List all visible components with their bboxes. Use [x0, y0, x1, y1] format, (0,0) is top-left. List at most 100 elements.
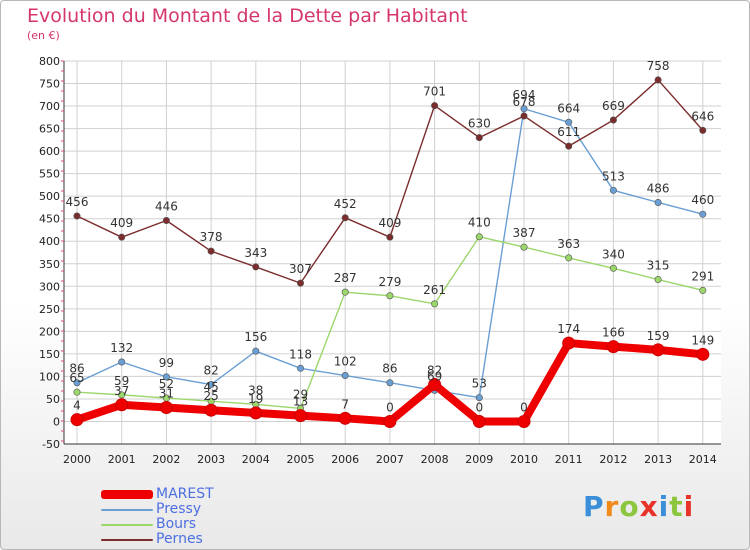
data-label-bours: 29	[293, 387, 308, 401]
y-tick-label: 400	[39, 235, 60, 248]
data-label-bours: 52	[159, 377, 174, 391]
data-point-pressy	[699, 210, 707, 218]
data-point-bours	[431, 300, 439, 308]
data-point-pernes	[475, 134, 483, 142]
logo-letter: P	[583, 490, 605, 523]
data-label-pressy: 486	[647, 181, 670, 195]
legend-item-marest: MAREST	[101, 487, 214, 502]
y-tick-label: 450	[39, 213, 60, 226]
legend-label: Pernes	[156, 531, 203, 547]
data-label-marest: 0	[475, 400, 483, 414]
data-point-pernes	[386, 233, 394, 241]
legend-item-pernes: Pernes	[101, 532, 214, 547]
y-tick-label: -50	[42, 438, 60, 451]
data-label-pernes: 409	[110, 216, 133, 230]
data-point-marest	[115, 398, 129, 412]
data-label-pressy: 102	[334, 355, 357, 369]
data-point-pressy	[252, 347, 260, 355]
x-tick-label: 2013	[644, 453, 672, 466]
data-point-marest	[696, 347, 710, 361]
legend-swatch	[101, 490, 153, 499]
data-label-pressy: 156	[244, 330, 267, 344]
data-label-pressy: 99	[159, 356, 174, 370]
data-point-pressy	[207, 381, 215, 389]
legend-item-bours: Bours	[101, 517, 214, 532]
data-point-marest	[70, 413, 84, 427]
data-label-bours: 315	[647, 259, 670, 273]
data-point-marest	[428, 378, 442, 392]
data-label-pressy: 86	[382, 362, 397, 376]
y-tick-label: 700	[39, 100, 60, 113]
data-point-marest	[651, 343, 665, 357]
data-point-pressy	[296, 364, 304, 372]
y-tick-label: 100	[39, 370, 60, 383]
data-point-pernes	[341, 214, 349, 222]
data-label-marest: 0	[386, 400, 394, 414]
y-tick-label: 250	[39, 303, 60, 316]
x-tick-label: 2000	[63, 453, 91, 466]
data-label-pernes: 630	[468, 117, 491, 131]
data-point-pernes	[207, 247, 215, 255]
logo-letter: i	[683, 490, 695, 523]
data-label-marest: 7	[341, 397, 349, 411]
data-point-pressy	[565, 118, 573, 126]
data-label-pernes: 343	[244, 246, 267, 260]
data-label-marest: 82	[427, 364, 442, 378]
data-label-pernes: 701	[423, 85, 446, 99]
data-label-pressy: 132	[110, 341, 133, 355]
data-label-bours: 291	[691, 269, 714, 283]
data-label-pressy: 694	[513, 88, 536, 102]
legend-swatch	[101, 523, 153, 526]
y-tick-label: 750	[39, 78, 60, 91]
data-label-pernes: 758	[647, 59, 670, 73]
data-label-marest: 37	[114, 384, 129, 398]
data-point-bours	[699, 286, 707, 294]
data-label-pernes: 669	[602, 99, 625, 113]
data-label-marest: 31	[159, 387, 174, 401]
data-label-pernes: 456	[66, 195, 89, 209]
logo-letter: i	[658, 490, 670, 523]
data-label-marest: 149	[691, 333, 714, 347]
data-label-pernes: 678	[513, 95, 536, 109]
data-point-bours	[654, 276, 662, 284]
data-point-pressy	[475, 394, 483, 402]
y-tick-label: 350	[39, 258, 60, 271]
data-point-bours	[73, 388, 81, 396]
data-point-pressy	[73, 379, 81, 387]
logo-letter: r	[604, 490, 620, 523]
x-tick-label: 2003	[197, 453, 225, 466]
data-point-pernes	[73, 212, 81, 220]
data-point-marest	[159, 401, 173, 415]
data-label-pressy: 513	[602, 169, 625, 183]
data-point-bours	[609, 264, 617, 272]
chart-title: Evolution du Montant de la Dette par Hab…	[27, 5, 468, 27]
data-point-pernes	[609, 116, 617, 124]
y-tick-label: 50	[46, 393, 60, 406]
legend-swatch	[101, 508, 153, 511]
data-point-marest	[204, 403, 218, 417]
x-tick-label: 2007	[376, 453, 404, 466]
data-point-marest	[294, 409, 307, 423]
data-point-pressy	[118, 358, 126, 366]
data-label-bours: 410	[468, 216, 491, 230]
data-label-pressy: 86	[69, 362, 84, 376]
legend-label: Pressy	[156, 501, 202, 517]
data-label-bours: 279	[378, 275, 401, 289]
logo-letter: x	[639, 490, 659, 523]
data-label-marest: 174	[557, 322, 580, 336]
data-label-marest: 166	[602, 326, 625, 340]
x-tick-label: 2006	[331, 453, 359, 466]
data-label-pressy: 82	[203, 364, 218, 378]
chart-legend: MAREST Pressy Bours Pernes	[101, 487, 214, 547]
data-point-pressy	[520, 105, 528, 113]
data-label-pressy: 460	[691, 193, 714, 207]
x-tick-label: 2002	[152, 453, 180, 466]
logo-letter: o	[619, 490, 640, 523]
data-label-marest: 25	[203, 389, 218, 403]
logo-letter: t	[669, 490, 684, 523]
data-label-pressy: 664	[557, 101, 580, 115]
x-tick-label: 2005	[287, 453, 315, 466]
legend-label: Bours	[156, 516, 197, 532]
